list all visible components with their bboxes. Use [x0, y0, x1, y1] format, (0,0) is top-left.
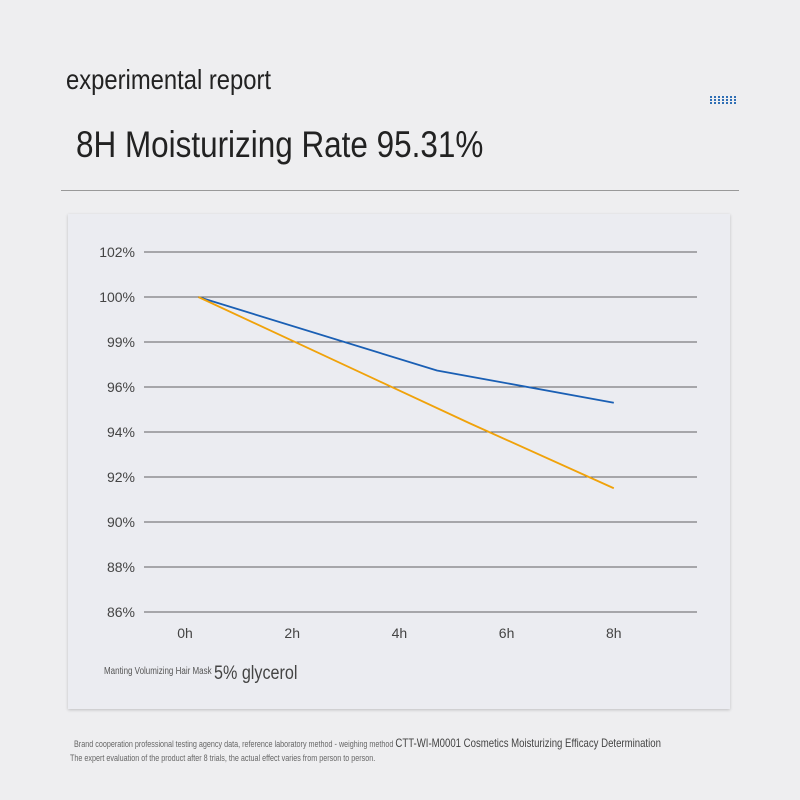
dotted-grid-icon — [710, 96, 738, 104]
page-title: 8H Moisturizing Rate 95.31% — [76, 124, 484, 165]
legend-series-1: Manting Volumizing Hair Mask — [104, 666, 212, 677]
report-subtitle: experimental report — [66, 64, 272, 95]
y-tick-label: 92% — [107, 469, 135, 485]
x-tick-label: 4h — [392, 625, 408, 641]
y-tick-label: 86% — [107, 604, 135, 620]
x-tick-label: 0h — [177, 625, 193, 641]
y-tick-label: 90% — [107, 514, 135, 530]
series-line-2 — [198, 296, 615, 490]
y-tick-label: 102% — [99, 244, 135, 260]
y-tick-label: 96% — [107, 379, 135, 395]
divider — [61, 190, 739, 191]
footnote-method: Brand cooperation professional testing a… — [74, 736, 661, 750]
y-tick-label: 100% — [99, 289, 135, 305]
footnote-standard: CTT-WI-M0001 Cosmetics Moisturizing Effi… — [395, 736, 661, 750]
y-tick-label: 88% — [107, 559, 135, 575]
x-tick-label: 6h — [499, 625, 515, 641]
series-line-1 — [198, 296, 614, 404]
legend-series-2: 5% glycerol — [214, 663, 298, 684]
footnote-disclaimer: The expert evaluation of the product aft… — [70, 753, 376, 763]
y-tick-label: 99% — [107, 334, 135, 350]
footnote-method-text: Brand cooperation professional testing a… — [74, 739, 394, 749]
chart-card — [68, 214, 730, 709]
x-tick-label: 8h — [606, 625, 622, 641]
y-tick-label: 94% — [107, 424, 135, 440]
x-tick-label: 2h — [284, 625, 300, 641]
